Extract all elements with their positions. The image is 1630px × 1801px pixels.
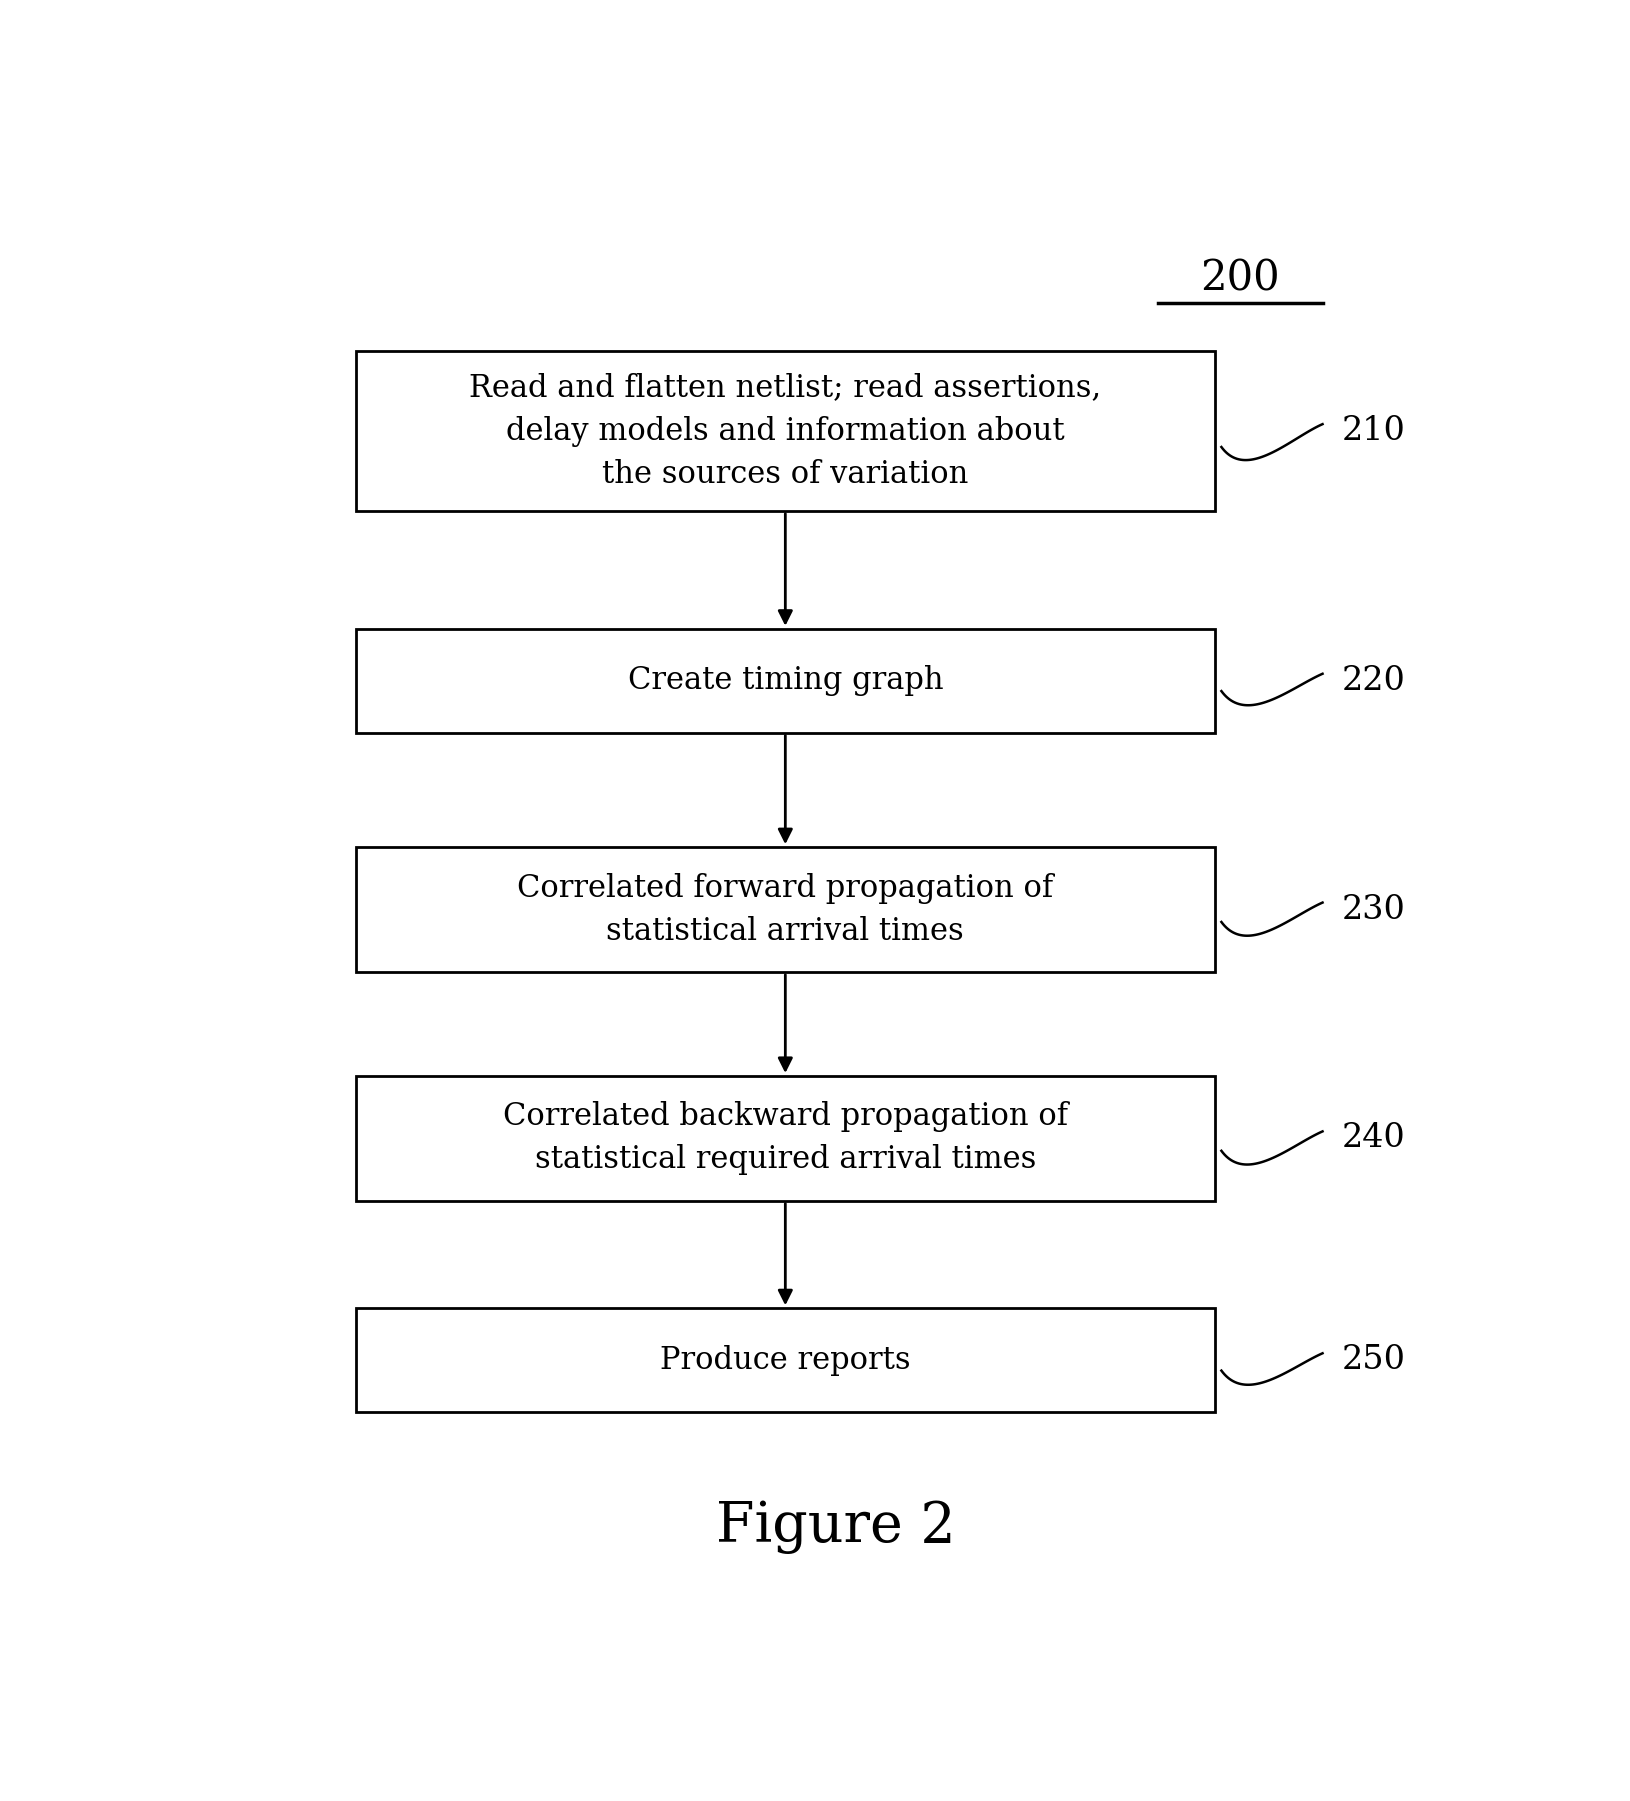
Bar (355, 1075, 1214, 1201)
Text: 230: 230 (1341, 893, 1405, 926)
Text: Produce reports: Produce reports (660, 1345, 910, 1376)
Text: Read and flatten netlist; read assertions,
delay models and information about
th: Read and flatten netlist; read assertion… (469, 373, 1100, 490)
Text: 210: 210 (1341, 414, 1405, 447)
Text: 240: 240 (1341, 1122, 1405, 1154)
Bar (355, 351, 1214, 511)
Text: Figure 2: Figure 2 (716, 1498, 955, 1554)
Text: 200: 200 (1200, 258, 1280, 299)
Bar (355, 629, 1214, 733)
Text: Create timing graph: Create timing graph (628, 665, 942, 697)
Text: Correlated backward propagation of
statistical required arrival times: Correlated backward propagation of stati… (502, 1102, 1068, 1176)
Bar (355, 846, 1214, 973)
Text: Correlated forward propagation of
statistical arrival times: Correlated forward propagation of statis… (517, 872, 1053, 947)
Text: 250: 250 (1341, 1344, 1405, 1376)
Bar (355, 1308, 1214, 1412)
Text: 220: 220 (1341, 665, 1405, 697)
